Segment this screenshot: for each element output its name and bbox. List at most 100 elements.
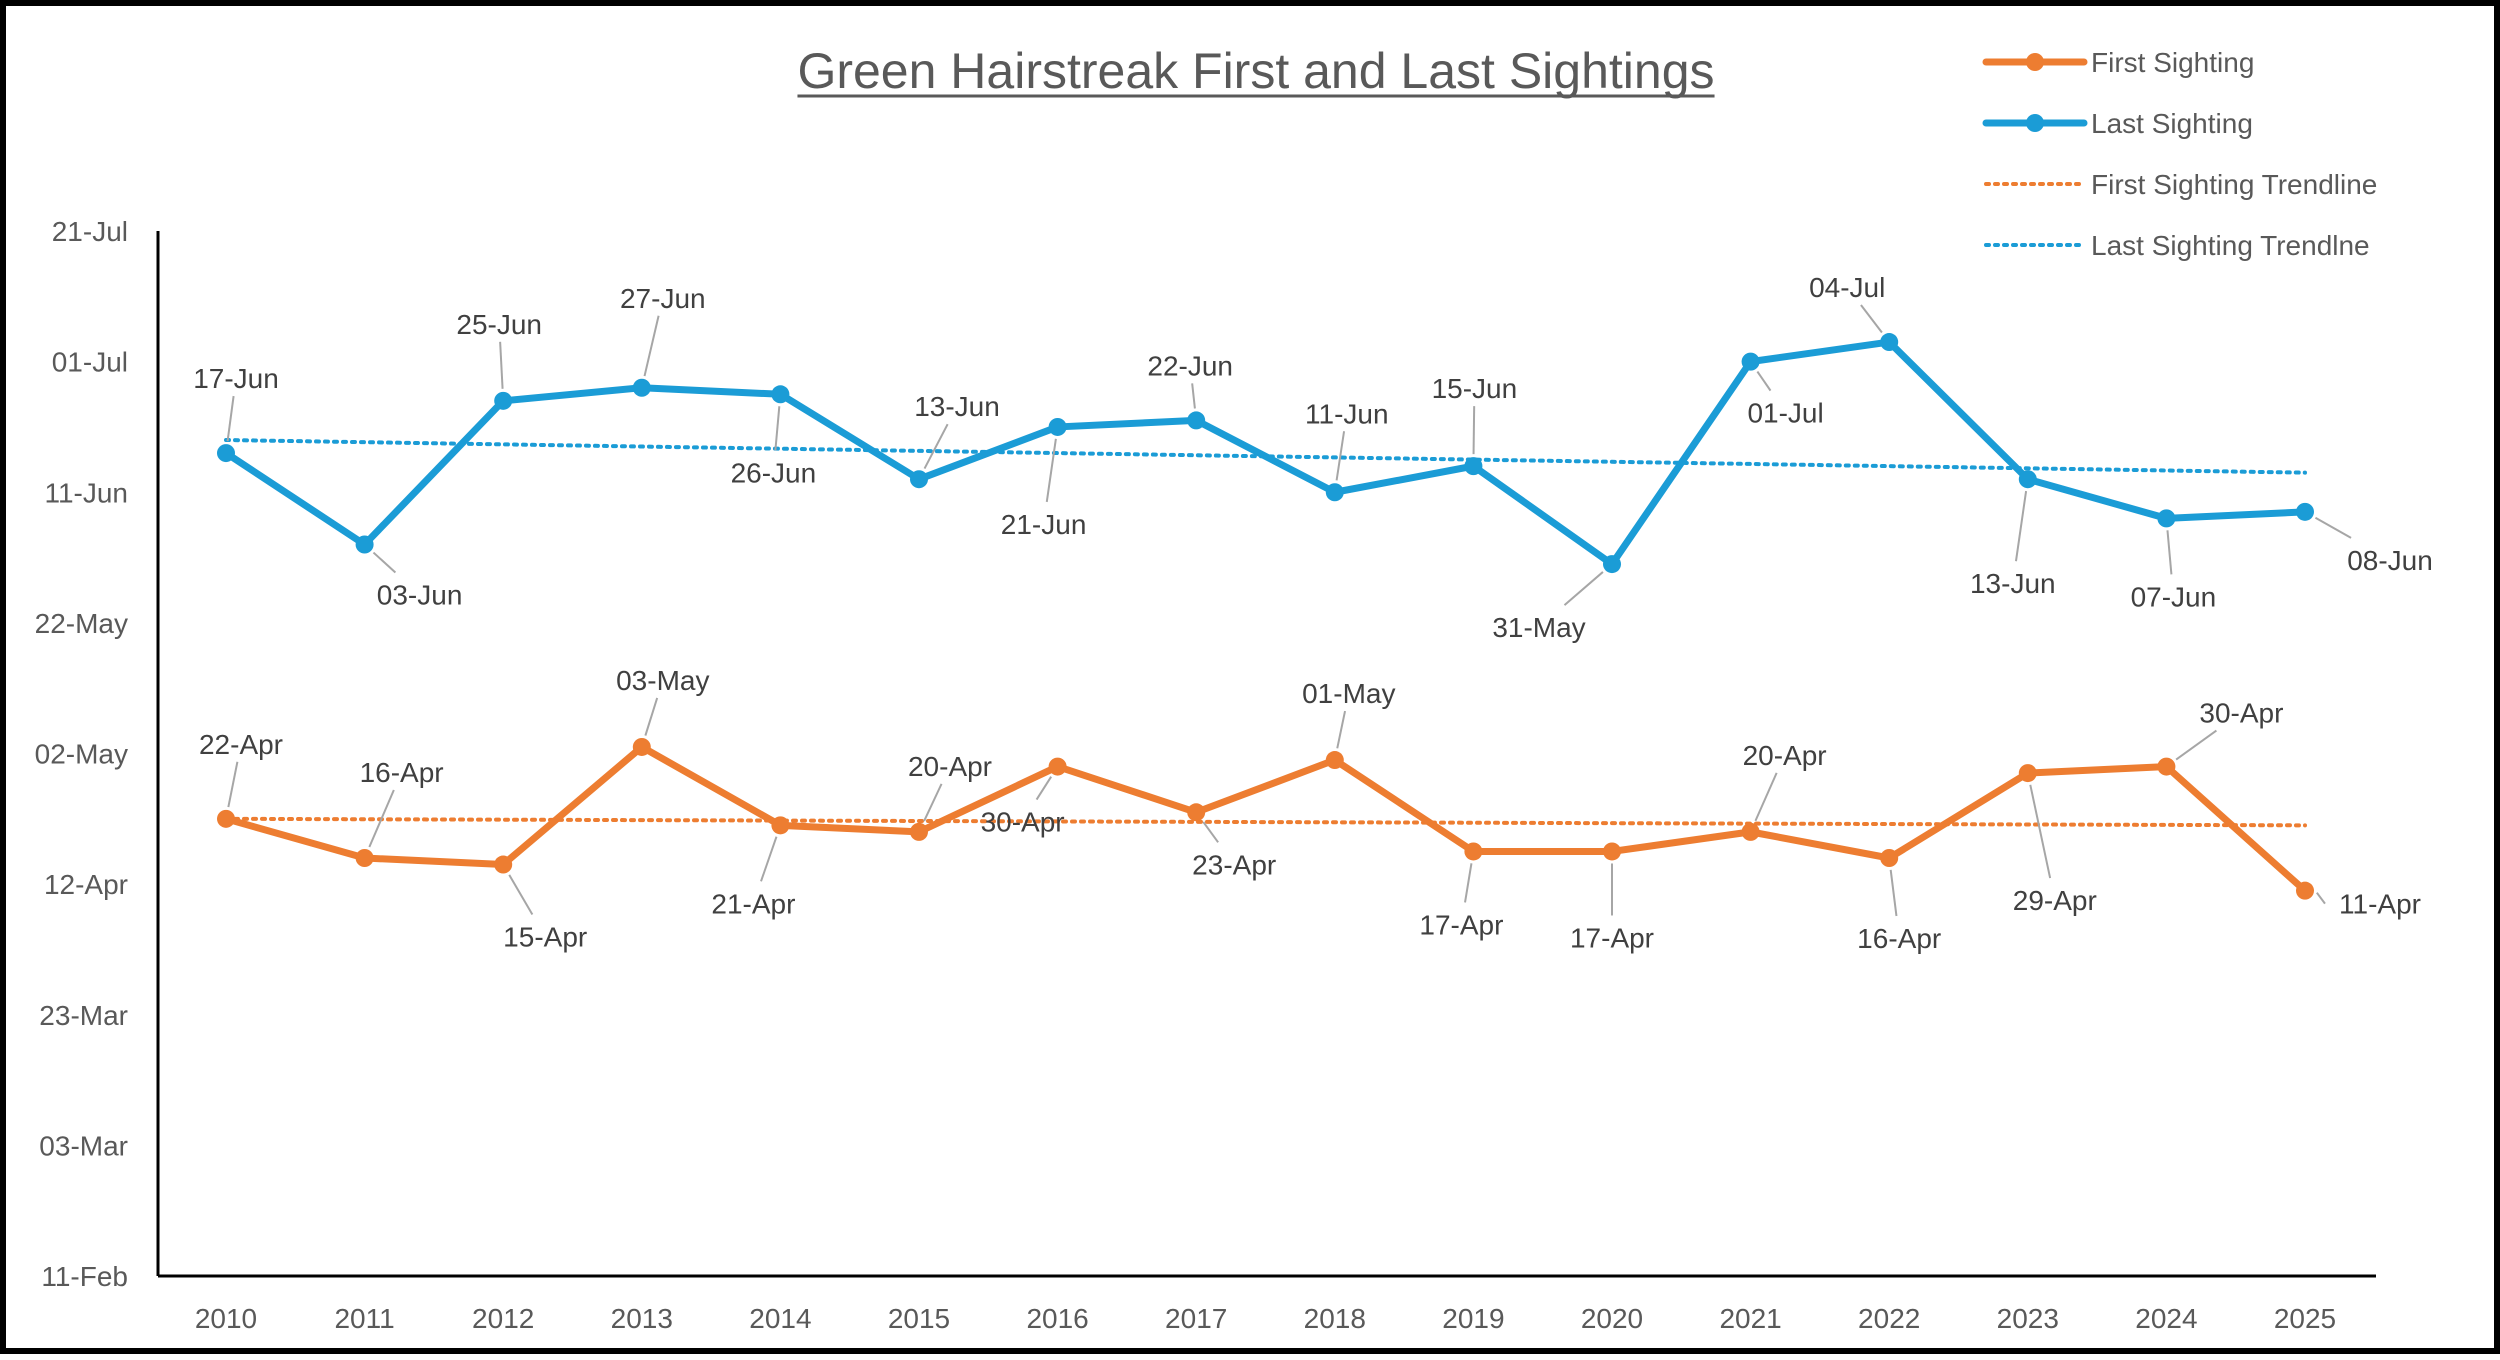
last-sighting-point [2157,509,2176,528]
last-sighting-leader-line [1756,370,1772,392]
first-sighting-data-label: 15-Apr [503,922,587,953]
x-tick-label: 2021 [1719,1303,1781,1334]
last-sighting-leader-line [1860,304,1883,334]
last-sighting-leader-line [1191,383,1196,409]
legend: First Sighting Last Sighting First Sightin… [1982,47,2377,261]
first-sighting-point [1603,842,1621,861]
first-sighting-point [771,816,790,835]
legend-item-last-sighting-trendlne: Last Sighting Trendlne [1984,230,2370,261]
x-tick-label: 2015 [888,1303,950,1334]
last-sighting-data-label: 11-Jun [1305,398,1389,429]
last-sighting-data-label: 26-Jun [731,457,817,488]
x-tick-label: 2025 [2274,1303,2336,1334]
x-tick-label: 2023 [1997,1303,2059,1334]
first-sighting-leader-line [1336,710,1347,749]
last-sighting-point [632,378,651,397]
first-sighting-data-label: 01-May [1302,678,1395,709]
legend-marker [2026,53,2044,71]
first-sighting-trendline [224,816,2307,828]
y-tick-label: 02-May [35,739,128,770]
chart-svg: Green Hairstreak First and Last Sighting… [35,43,2433,1334]
last-sighting-data-label: 21-Jun [1001,509,1087,540]
last-sighting-data-label: 15-Jun [1432,373,1518,404]
last-sighting-point [1187,411,1206,430]
last-sighting-point [1880,333,1899,352]
first-sighting-leader-line [1754,772,1778,822]
last-sighting-data-label: 13-Jun [914,391,1000,422]
x-tick-label: 2016 [1026,1303,1088,1334]
last-sighting-leader-line [2166,530,2173,575]
last-sighting-data-label: 07-Jun [2131,581,2217,612]
y-tick-label: 21-Jul [52,216,128,247]
first-sighting-leader-line [1035,776,1053,801]
first-sighting-data-label: 16-Apr [360,757,444,788]
last-sighting-leader-line [774,406,781,451]
first-sighting-leader-line [923,783,943,822]
first-sighting-point [494,855,513,874]
first-sighting-leader-line [644,697,659,736]
last-sighting-point [1603,555,1621,574]
y-tick-label: 22-May [35,608,128,639]
y-tick-label: 12-Apr [44,869,128,900]
first-sighting-point [355,849,374,867]
chart-title: Green Hairstreak First and Last Sighting… [797,43,1714,99]
last-sighting-leader-line [499,341,504,389]
first-sighting-point [217,809,235,828]
trendlines [224,438,2307,828]
legend-item-first-sighting: First Sighting [1982,47,2254,78]
first-sighting-leader-line [2029,784,2052,879]
first-sighting-leader-line [508,874,534,916]
last-sighting-leader-line [1472,406,1476,455]
first-sighting-point [1048,757,1067,776]
last-sighting-data-label: 25-Jun [456,309,542,340]
y-tick-label: 01-Jul [52,347,128,378]
last-sighting-leader-line [2314,516,2352,539]
legend-item-last-sighting: Last Sighting [1982,108,2253,139]
first-sighting-data-label: 22-Apr [199,729,283,760]
last-sighting-data-label: 27-Jun [620,283,706,314]
last-sighting-point [355,535,374,554]
first-sighting-point [1741,822,1760,841]
last-sighting-leader-line [1045,438,1057,503]
last-sighting-point [1325,483,1344,502]
y-tick-label: 11-Jun [44,477,128,508]
last-sighting-point [2018,470,2037,489]
last-sighting-leader-line [2014,490,2028,562]
first-sighting-point [1187,803,1206,822]
x-tick-label: 2013 [611,1303,673,1334]
first-sighting-point [1880,849,1899,867]
first-sighting-data-label: 20-Apr [908,751,992,782]
axes: 21-Jul 01-Jul 11-Jun 22-May 02-May 12-Apr 23-M… [35,216,2376,1334]
first-sighting-data-label: 30-Apr [2199,698,2283,729]
legend-label: First Sighting Trendline [2091,169,2377,200]
last-sighting-line [222,338,2309,568]
last-sighting-data-label: 08-Jun [2347,545,2433,576]
x-tick-label: 2018 [1304,1303,1366,1334]
first-sighting-data-label: 21-Apr [711,888,795,919]
first-sighting-leader-line [760,836,778,882]
first-sighting-point [632,737,651,756]
first-sighting-point [1325,751,1344,770]
first-sighting-data-label: 30-Apr [981,807,1065,838]
x-tick-label: 2010 [195,1303,257,1334]
legend-label: Last Sighting [2091,108,2253,139]
last-sighting-data-label: 01-Jul [1747,398,1823,429]
last-sighting-point [1464,457,1483,476]
first-sighting-leader-line [2316,892,2326,905]
first-sighting-data-label: 29-Apr [2013,885,2097,916]
first-sighting-data-label: 20-Apr [1743,740,1827,771]
x-tick-label: 2011 [334,1303,394,1334]
last-sighting-data-label: 13-Jun [1970,568,2056,599]
first-sighting-point [1464,842,1483,861]
first-sighting-leader-line [1202,821,1219,843]
legend-marker [2026,114,2044,132]
first-sighting-data-label: 17-Apr [1419,909,1503,940]
last-sighting-leader-line [1563,571,1604,606]
y-tick-label: 03-Mar [39,1130,128,1161]
last-sighting-leader-line [923,423,949,470]
x-tick-label: 2017 [1165,1303,1227,1334]
x-tick-label: 2020 [1581,1303,1643,1334]
first-sighting-leader-line [2175,729,2217,761]
first-sighting-leader-line [227,761,239,808]
first-sighting-leader-line [1889,869,1898,917]
